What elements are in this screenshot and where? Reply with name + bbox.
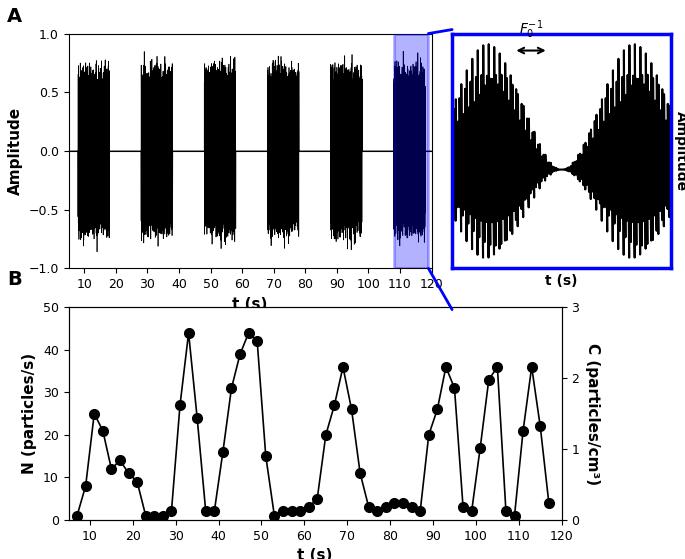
X-axis label: t (s): t (s) [297,548,333,559]
X-axis label: t (s): t (s) [545,274,578,288]
Text: A: A [7,7,22,26]
Y-axis label: N (particles/s): N (particles/s) [22,353,37,474]
Bar [394,34,428,268]
Text: B: B [7,270,22,289]
Text: $F_0^{-1}$: $F_0^{-1}$ [519,18,543,41]
Y-axis label: Amplitude: Amplitude [674,111,685,191]
Y-axis label: Amplitude: Amplitude [8,107,23,195]
Y-axis label: C (particles/cm³): C (particles/cm³) [585,343,600,485]
X-axis label: t (s): t (s) [232,297,268,311]
